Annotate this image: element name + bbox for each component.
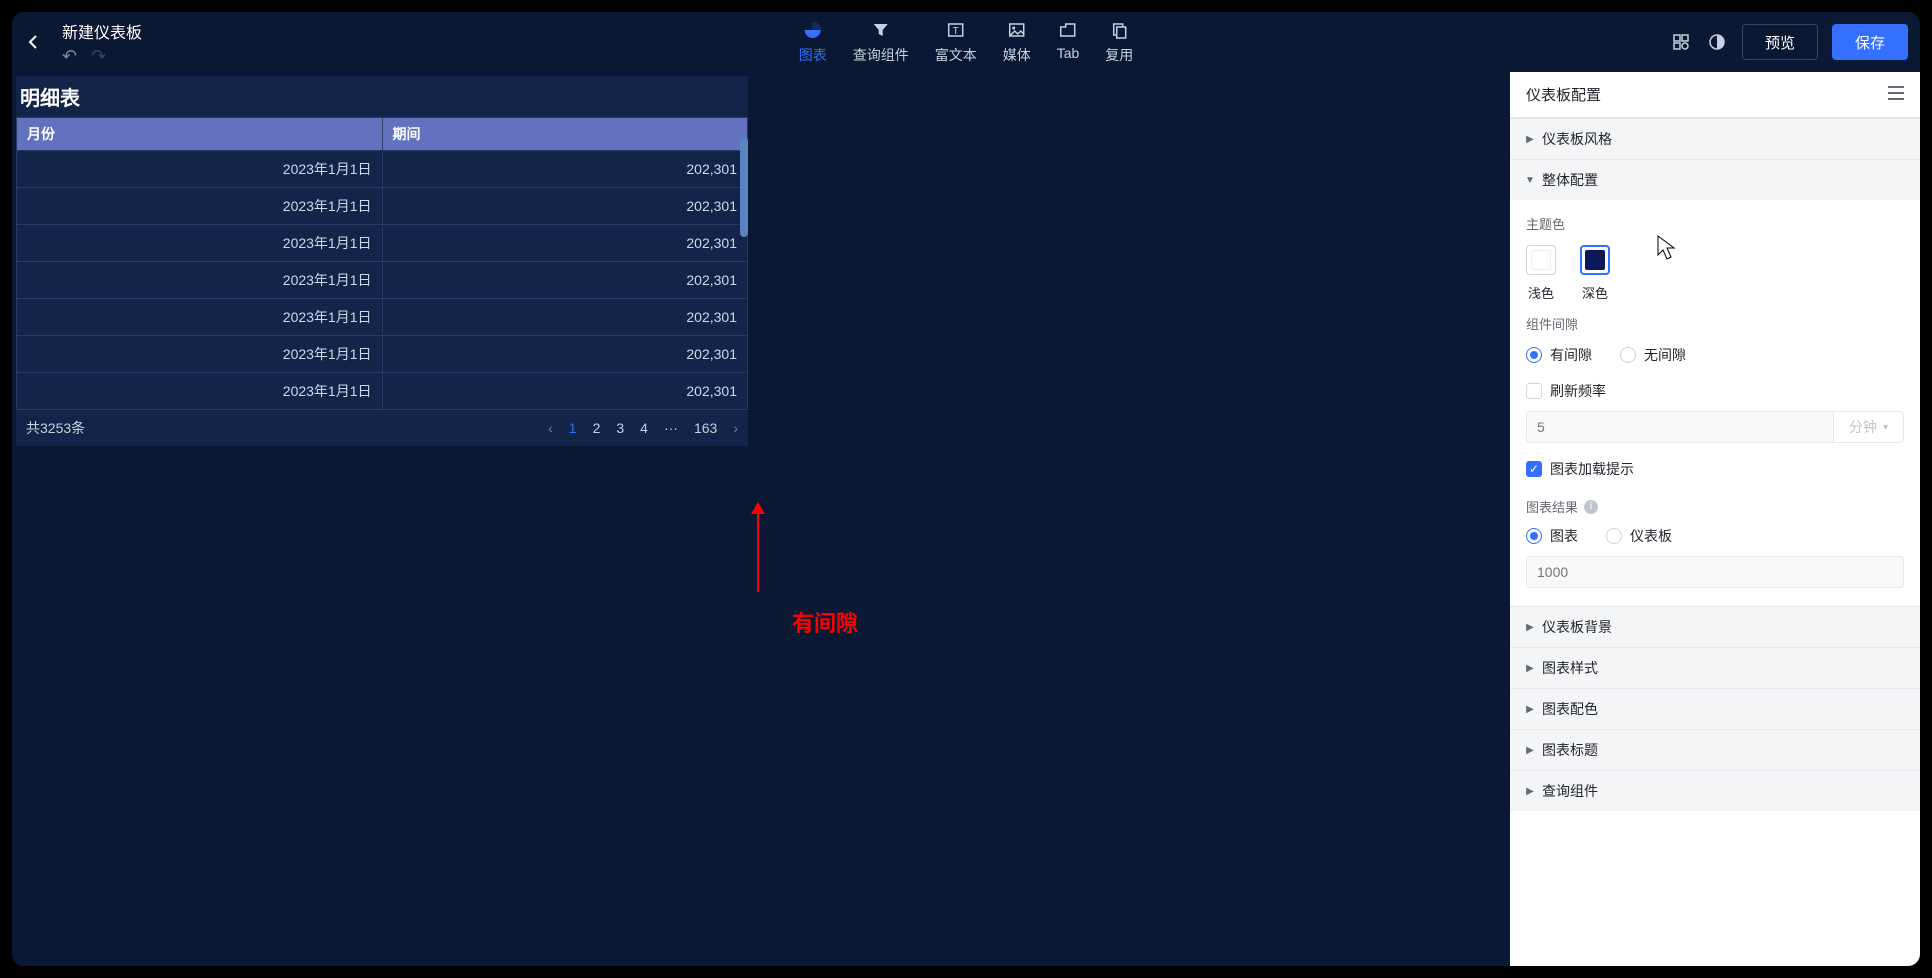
pie-chart-icon: [802, 19, 824, 41]
tab-icon: [1057, 19, 1079, 41]
tool-query[interactable]: 查询组件: [853, 19, 909, 65]
table-row: 2023年1月1日202,301: [17, 336, 748, 373]
tool-media[interactable]: 媒体: [1003, 19, 1031, 65]
section-dashboard-style[interactable]: ▶仪表板风格: [1510, 118, 1920, 159]
chevron-down-icon: ▼: [1524, 175, 1536, 186]
svg-text:T: T: [953, 26, 959, 37]
label-theme-color: 主题色: [1526, 214, 1904, 233]
theme-light-swatch[interactable]: [1526, 245, 1556, 275]
config-panel: 仪表板配置 ▶仪表板风格 ▼整体配置 主题色 浅色 深色: [1510, 72, 1920, 966]
chevron-right-icon: ▶: [1524, 786, 1536, 797]
back-icon[interactable]: [24, 32, 44, 52]
col-period[interactable]: 期间: [382, 118, 748, 151]
widget-title: 明细表: [16, 76, 748, 117]
table-row: 2023年1月1日202,301: [17, 188, 748, 225]
section-dashboard-bg[interactable]: ▶仪表板背景: [1510, 606, 1920, 647]
chevron-right-icon: ▶: [1524, 745, 1536, 756]
redo-icon[interactable]: ↷: [91, 47, 106, 65]
preview-button[interactable]: 预览: [1742, 24, 1818, 60]
table-row: 2023年1月1日202,301: [17, 225, 748, 262]
panel-title: 仪表板配置: [1526, 84, 1601, 105]
label-component-gap: 组件间隙: [1526, 314, 1904, 333]
refresh-unit-select[interactable]: 分钟▾: [1834, 411, 1904, 443]
copy-icon: [1108, 19, 1130, 41]
tool-reuse[interactable]: 复用: [1105, 19, 1133, 65]
components-icon[interactable]: [1670, 31, 1692, 53]
table-row: 2023年1月1日202,301: [17, 373, 748, 410]
info-icon[interactable]: i: [1584, 500, 1598, 514]
detail-table-widget[interactable]: 明细表 月份 期间 2023年1月1日202,301 2023年1月1日202,…: [16, 76, 748, 446]
radio-result-dashboard[interactable]: 仪表板: [1606, 526, 1672, 546]
top-bar: 新建仪表板 ↶ ↷ 图表 查询组件 T 富文本 媒体: [12, 12, 1920, 72]
page-next-icon[interactable]: ›: [733, 420, 738, 436]
table-row: 2023年1月1日202,301: [17, 151, 748, 188]
page-3[interactable]: 3: [616, 420, 624, 436]
refresh-value-input[interactable]: [1526, 411, 1834, 443]
annotation-text: 有间隙: [792, 606, 858, 638]
theme-icon[interactable]: [1706, 31, 1728, 53]
page-ellipsis[interactable]: ···: [664, 420, 678, 436]
checkbox-loading-hint[interactable]: 图表加载提示: [1526, 459, 1634, 479]
chevron-right-icon: ▶: [1524, 622, 1536, 633]
table-scrollbar[interactable]: [740, 137, 748, 237]
page-1[interactable]: 1: [569, 420, 577, 436]
filter-icon: [870, 19, 892, 41]
panel-menu-icon[interactable]: [1888, 86, 1904, 104]
tool-richtext[interactable]: T 富文本: [935, 19, 977, 65]
section-query-comp[interactable]: ▶查询组件: [1510, 770, 1920, 811]
chart-result-input[interactable]: [1526, 556, 1904, 588]
radio-gap-yes[interactable]: 有间隙: [1526, 345, 1592, 365]
paginator: ‹ 1 2 3 4 ··· 163 ›: [548, 420, 738, 436]
total-count: 共3253条: [26, 418, 85, 438]
col-month[interactable]: 月份: [17, 118, 383, 151]
tool-chart[interactable]: 图表: [799, 19, 827, 65]
theme-dark-swatch[interactable]: [1580, 245, 1610, 275]
table-row: 2023年1月1日202,301: [17, 299, 748, 336]
image-icon: [1006, 19, 1028, 41]
section-chart-style[interactable]: ▶图表样式: [1510, 647, 1920, 688]
canvas[interactable]: 明细表 月份 期间 2023年1月1日202,301 2023年1月1日202,…: [12, 72, 1510, 966]
radio-gap-no[interactable]: 无间隙: [1620, 345, 1686, 365]
annotation-arrow-line: [757, 512, 759, 592]
page-title: 新建仪表板: [62, 19, 142, 43]
page-4[interactable]: 4: [640, 420, 648, 436]
radio-result-chart[interactable]: 图表: [1526, 526, 1578, 546]
section-chart-color[interactable]: ▶图表配色: [1510, 688, 1920, 729]
label-chart-result: 图表结果: [1526, 497, 1578, 516]
save-button[interactable]: 保存: [1832, 24, 1908, 60]
page-2[interactable]: 2: [593, 420, 601, 436]
data-table: 月份 期间 2023年1月1日202,301 2023年1月1日202,301 …: [16, 117, 748, 410]
table-row: 2023年1月1日202,301: [17, 262, 748, 299]
chevron-right-icon: ▶: [1524, 134, 1536, 145]
page-prev-icon[interactable]: ‹: [548, 420, 553, 436]
chevron-right-icon: ▶: [1524, 704, 1536, 715]
section-chart-title[interactable]: ▶图表标题: [1510, 729, 1920, 770]
undo-icon[interactable]: ↶: [62, 47, 77, 65]
tool-tab[interactable]: Tab: [1057, 19, 1080, 65]
chevron-right-icon: ▶: [1524, 663, 1536, 674]
page-last[interactable]: 163: [694, 420, 717, 436]
checkbox-refresh[interactable]: 刷新频率: [1526, 381, 1606, 401]
section-global-config[interactable]: ▼整体配置: [1510, 159, 1920, 200]
text-icon: T: [945, 19, 967, 41]
